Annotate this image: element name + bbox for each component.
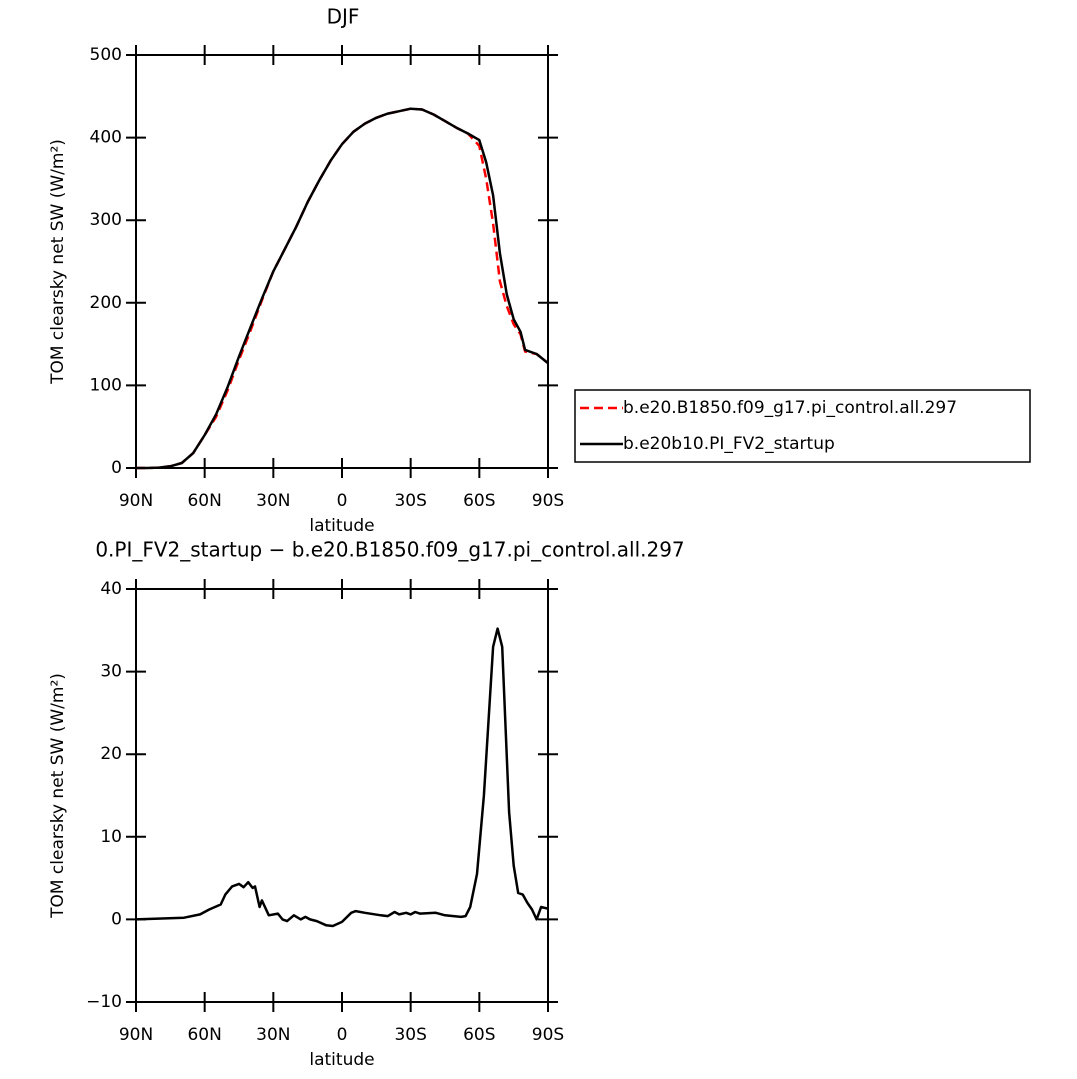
x-tick-label: 30S [394, 1025, 426, 1045]
y-axis-label: TOM clearsky net SW (W/m²) [48, 673, 68, 919]
data-line [136, 107, 549, 470]
chart-title: 0.PI_FV2_startup − b.e20.B1850.f09_g17.p… [95, 538, 684, 562]
x-axis-label: latitude [309, 1050, 374, 1070]
y-tick-label: 200 [90, 293, 122, 313]
y-tick-label: 400 [90, 128, 122, 148]
plot-frame [135, 588, 549, 1003]
y-tick-label: 0 [111, 458, 122, 478]
x-tick-label: 60N [187, 491, 221, 511]
legend-label: b.e20.B1850.f09_g17.pi_control.all.297 [623, 398, 957, 418]
x-tick-label: 60N [187, 1025, 221, 1045]
y-tick-label: 20 [100, 744, 122, 764]
y-axis-label: TOM clearsky net SW (W/m²) [48, 139, 68, 385]
y-tick-label: 0 [111, 909, 122, 929]
x-tick-label: 60S [463, 1025, 495, 1045]
x-tick-label: 30N [256, 491, 290, 511]
data-line [136, 107, 549, 470]
y-tick-label: −10 [86, 992, 122, 1012]
y-tick-label: 300 [90, 210, 122, 230]
x-axis-label: latitude [309, 516, 374, 536]
y-tick-label: 500 [90, 45, 122, 65]
x-tick-label: 90S [532, 491, 564, 511]
x-tick-label: 30S [394, 491, 426, 511]
chart-title: DJF [327, 5, 360, 29]
y-tick-label: 10 [100, 827, 122, 847]
x-tick-label: 0 [337, 491, 348, 511]
x-tick-label: 90N [119, 491, 153, 511]
legend-box [574, 389, 1031, 463]
x-tick-label: 60S [463, 491, 495, 511]
x-tick-label: 0 [337, 1025, 348, 1045]
data-line [135, 627, 549, 928]
y-tick-label: 40 [100, 579, 122, 599]
x-tick-label: 90S [532, 1025, 564, 1045]
legend-label: b.e20b10.PI_FV2_startup [623, 434, 835, 454]
x-tick-label: 90N [119, 1025, 153, 1045]
y-tick-label: 30 [100, 662, 122, 682]
plot-frame [135, 54, 549, 469]
y-tick-label: 100 [90, 375, 122, 395]
x-tick-label: 30N [256, 1025, 290, 1045]
